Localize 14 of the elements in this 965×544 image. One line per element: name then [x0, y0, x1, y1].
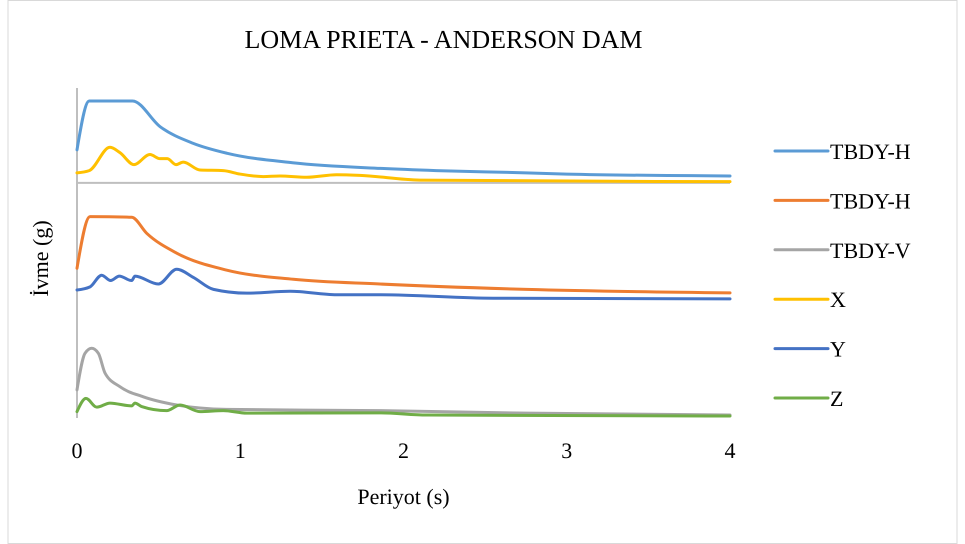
x-axis-title: Periyot (s)	[357, 484, 450, 509]
legend-label: X	[830, 287, 846, 312]
x-tick-label: 0	[72, 438, 82, 463]
legend-label: TBDY-H	[830, 188, 911, 214]
x-tick-label: 1	[234, 438, 246, 463]
x-tick-label: 4	[724, 438, 736, 463]
legend-label: Z	[830, 386, 844, 411]
x-tick-label: 2	[398, 438, 409, 463]
legend-label: TBDY-V	[830, 238, 911, 263]
x-tick-label: 3	[561, 438, 572, 463]
legend-label: TBDY-H	[830, 139, 911, 164]
legend-label: Y	[830, 336, 846, 362]
chart-title: LOMA PRIETA - ANDERSON DAM	[244, 25, 643, 54]
y-axis-title: İvme (g)	[28, 220, 53, 297]
